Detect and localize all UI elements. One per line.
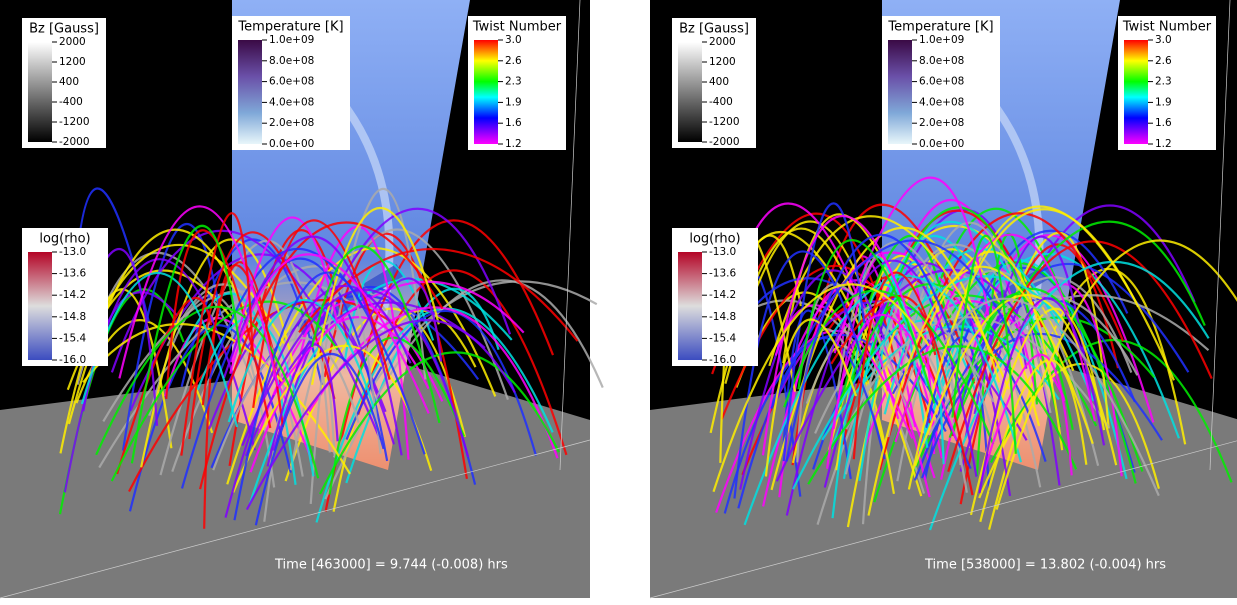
- colorbar-tick-label: 1.2: [505, 138, 522, 150]
- colorbar-tick-label: 2.3: [1155, 76, 1172, 88]
- colorbar-tick-label: 400: [709, 76, 729, 88]
- colorbar-title: Bz [Gauss]: [29, 22, 99, 37]
- colorbar-gradient: [238, 40, 262, 144]
- colorbar-tick-label: -16.0: [709, 354, 736, 366]
- colorbar-tick-label: 1.6: [1155, 117, 1172, 129]
- colorbar-tick-label: 1.2: [1155, 138, 1172, 150]
- colorbar-tick-label: 1200: [709, 56, 736, 68]
- colorbar-tick-label: -14.2: [59, 289, 86, 301]
- colorbar-tick-label: 1.0e+09: [269, 34, 314, 46]
- colorbar-gradient: [28, 42, 52, 142]
- colorbar-tick-label: 2.0e+08: [919, 117, 964, 129]
- panels: Bz [Gauss]20001200400-400-1200-2000Tempe…: [0, 0, 1237, 598]
- colorbar-tick-label: 6.0e+08: [269, 76, 314, 88]
- colorbar-tick-label: -400: [59, 96, 83, 108]
- colorbar-tick-label: -13.6: [59, 268, 86, 280]
- colorbar-tick-label: 0.0e+00: [919, 138, 964, 150]
- colorbar-tick-label: 3.0: [1155, 34, 1172, 46]
- time-label: Time [538000] = 13.802 (-0.004) hrs: [924, 558, 1166, 573]
- colorbar-tick-label: -13.6: [709, 268, 736, 280]
- colorbar-title: log(rho): [39, 232, 90, 247]
- panel: Bz [Gauss]2000 1200 400 -400 -1200 -2000 Tempe…: [650, 0, 1237, 598]
- colorbar-tick-label: 1.0e+09: [919, 34, 964, 46]
- colorbar-title: Temperature [K]: [887, 20, 993, 35]
- colorbar-tick-label: 1.6: [505, 117, 522, 129]
- colorbar-tick-label: 0.0e+00: [269, 138, 314, 150]
- colorbar-tick-label: -14.2: [709, 289, 736, 301]
- colorbar-gradient: [474, 40, 498, 144]
- colorbar-tick-label: -13.0: [709, 246, 736, 258]
- colorbar-title: Twist Number: [472, 20, 562, 35]
- colorbar-gradient: [678, 252, 702, 360]
- colorbar-title: Temperature [K]: [237, 20, 343, 35]
- colorbar-tick-label: -14.8: [59, 311, 86, 323]
- figure: Bz [Gauss]20001200400-400-1200-2000Tempe…: [0, 0, 1237, 601]
- colorbar-tick-label: 2.0e+08: [269, 117, 314, 129]
- colorbar-title: Twist Number: [1122, 20, 1212, 35]
- panel: Bz [Gauss]2000 1200 400 -400 -1200 -2000 Tempe…: [0, 0, 603, 598]
- colorbar-title: log(rho): [689, 232, 740, 247]
- colorbar-tick-label: -16.0: [59, 354, 86, 366]
- colorbar-tick-label: -2000: [709, 136, 740, 148]
- colorbar-tick-label: 3.0: [505, 34, 522, 46]
- colorbar-tick-label: -14.8: [709, 311, 736, 323]
- colorbar-tick-label: 4.0e+08: [919, 96, 964, 108]
- colorbar-tick-label: 6.0e+08: [919, 76, 964, 88]
- colorbar-tick-label: -15.4: [59, 332, 86, 344]
- colorbar-tick-label: -2000: [59, 136, 90, 148]
- colorbar-tick-label: 1200: [59, 56, 86, 68]
- colorbar-tick-label: -13.0: [59, 246, 86, 258]
- colorbar-tick-label: -15.4: [709, 332, 736, 344]
- colorbar-tick-label: 1.9: [1155, 96, 1172, 108]
- colorbar-tick-label: 400: [59, 76, 79, 88]
- colorbar-tick-label: 2.6: [1155, 55, 1172, 67]
- colorbar-title: Bz [Gauss]: [679, 22, 749, 37]
- colorbar-gradient: [888, 40, 912, 144]
- colorbar-tick-label: -1200: [59, 116, 90, 128]
- colorbar-gradient: [28, 252, 52, 360]
- time-label: Time [463000] = 9.744 (-0.008) hrs: [274, 558, 508, 573]
- colorbar-gradient: [1124, 40, 1148, 144]
- colorbar-gradient: [678, 42, 702, 142]
- colorbar-tick-label: 2000: [709, 36, 736, 48]
- colorbar-tick-label: 4.0e+08: [269, 96, 314, 108]
- colorbar-tick-label: 8.0e+08: [269, 55, 314, 67]
- colorbar-tick-label: -400: [709, 96, 733, 108]
- colorbar-tick-label: 8.0e+08: [919, 55, 964, 67]
- colorbar-tick-label: 2.6: [505, 55, 522, 67]
- colorbar-tick-label: 2000: [59, 36, 86, 48]
- colorbar-tick-label: 2.3: [505, 76, 522, 88]
- colorbar-tick-label: 1.9: [505, 96, 522, 108]
- colorbar-tick-label: -1200: [709, 116, 740, 128]
